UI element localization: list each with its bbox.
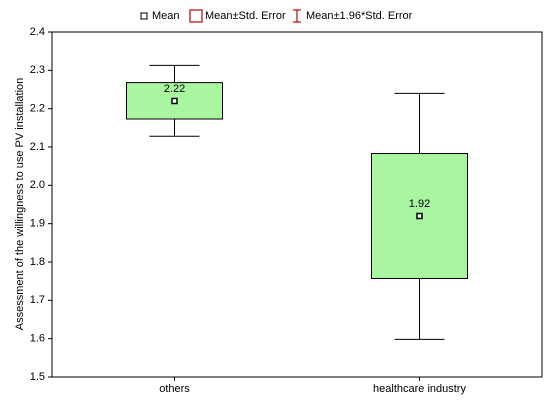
y-tick-label: 1.7 — [30, 294, 45, 306]
mean-marker — [416, 212, 423, 220]
y-tick-label: 2.2 — [30, 103, 45, 115]
y-axis-label: Assessment of the willingness to use PV … — [14, 78, 26, 331]
x-tick-label: others — [159, 383, 190, 395]
data-label: 2.22 — [164, 83, 185, 95]
y-tick-label: 1.5 — [30, 371, 45, 383]
y-tick-label: 2.3 — [30, 64, 45, 76]
y-tick-label: 2.0 — [30, 179, 45, 191]
legend-label: Mean±Std. Error — [205, 10, 286, 22]
plot-frame — [51, 31, 543, 378]
y-tick-label: 2.1 — [30, 141, 45, 153]
x-tick-label: healthcare industry — [373, 383, 466, 395]
y-tick-label: 1.6 — [30, 333, 45, 345]
legend-mean-icon — [140, 12, 148, 20]
legend-label: Mean — [152, 10, 180, 22]
mean-marker — [171, 97, 178, 105]
legend-box-icon — [189, 9, 203, 23]
legend-label: Mean±1.96*Std. Error — [306, 10, 413, 22]
y-tick-label: 1.9 — [30, 218, 45, 230]
y-tick-label: 1.8 — [30, 256, 45, 268]
data-label: 1.92 — [409, 198, 430, 210]
y-tick-label: 2.4 — [30, 26, 45, 38]
